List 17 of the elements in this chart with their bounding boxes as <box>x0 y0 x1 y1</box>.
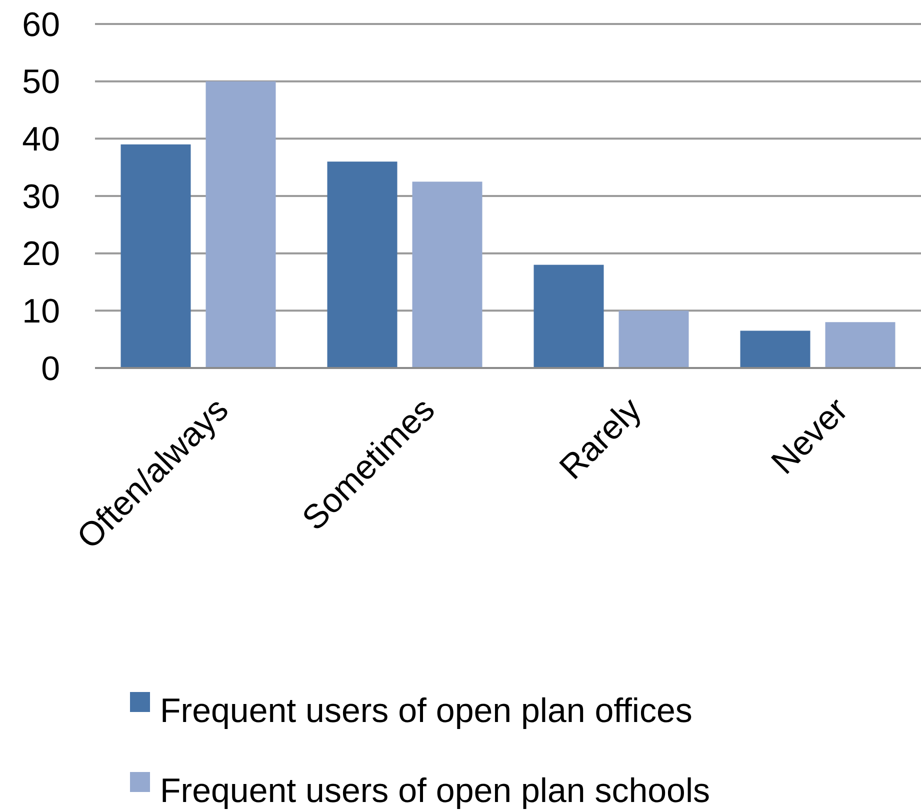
y-tick-label: 40 <box>22 120 60 159</box>
y-tick-label: 10 <box>22 292 60 331</box>
y-tick-label: 0 <box>41 350 60 388</box>
y-tick-label: 20 <box>22 235 60 274</box>
y-tick-label: 60 <box>22 6 60 44</box>
bar <box>740 330 810 368</box>
bar <box>327 162 398 368</box>
y-tick-label: 30 <box>22 178 60 216</box>
bar <box>120 144 191 368</box>
legend-label: Frequent users of open plan schools <box>160 772 710 810</box>
bar <box>206 81 276 368</box>
bar <box>534 264 604 368</box>
bar <box>618 310 689 368</box>
legend-label: Frequent users of open plan offices <box>160 692 692 730</box>
bar <box>825 322 896 368</box>
y-tick-label: 50 <box>22 63 60 102</box>
bar <box>412 182 482 368</box>
